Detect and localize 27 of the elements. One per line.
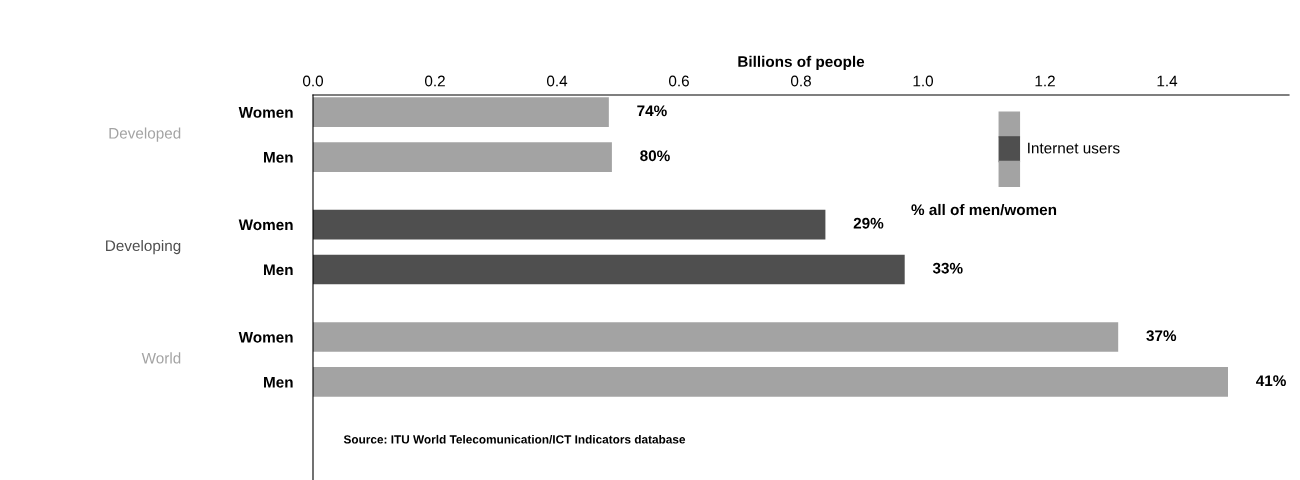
y-tick-label: Men [264, 376, 293, 388]
y-tick-label: Men [264, 152, 293, 163]
annotation: 33% [932, 262, 963, 274]
x-tick-label: 1.4 [1157, 75, 1178, 87]
annotation: 41% [1256, 375, 1286, 387]
x-tick-label: 0.0 [302, 75, 324, 87]
text: Developed [109, 127, 181, 142]
legend-label: Internet users [1028, 142, 1120, 154]
source-note: Source: ITU World Telecomunication/ICT Indicators database [343, 434, 686, 444]
x-tick-label: 0.6 [668, 75, 689, 87]
text: World [141, 352, 181, 364]
x-tick-label: 1.0 [913, 75, 934, 87]
y-tick-label: Women [238, 219, 293, 231]
x-tick-label: 0.4 [546, 75, 568, 87]
y-tick-label: Women [238, 107, 293, 118]
annotation: 80% [640, 150, 670, 162]
x-tick-label: 0.2 [424, 75, 445, 87]
x-tick-label: 1.2 [1035, 75, 1055, 87]
annotation: % all of men/women [911, 203, 1057, 216]
annotation: 29% [853, 217, 884, 229]
y-tick-label: Women [238, 332, 293, 343]
y-tick-label: Men [264, 264, 293, 276]
text: Developing [106, 239, 181, 255]
annotation: 74% [637, 105, 667, 117]
annotation: 37% [1146, 330, 1177, 342]
x-axis-title: Billions of people [738, 55, 865, 71]
x-tick-label: 0.8 [790, 75, 811, 87]
